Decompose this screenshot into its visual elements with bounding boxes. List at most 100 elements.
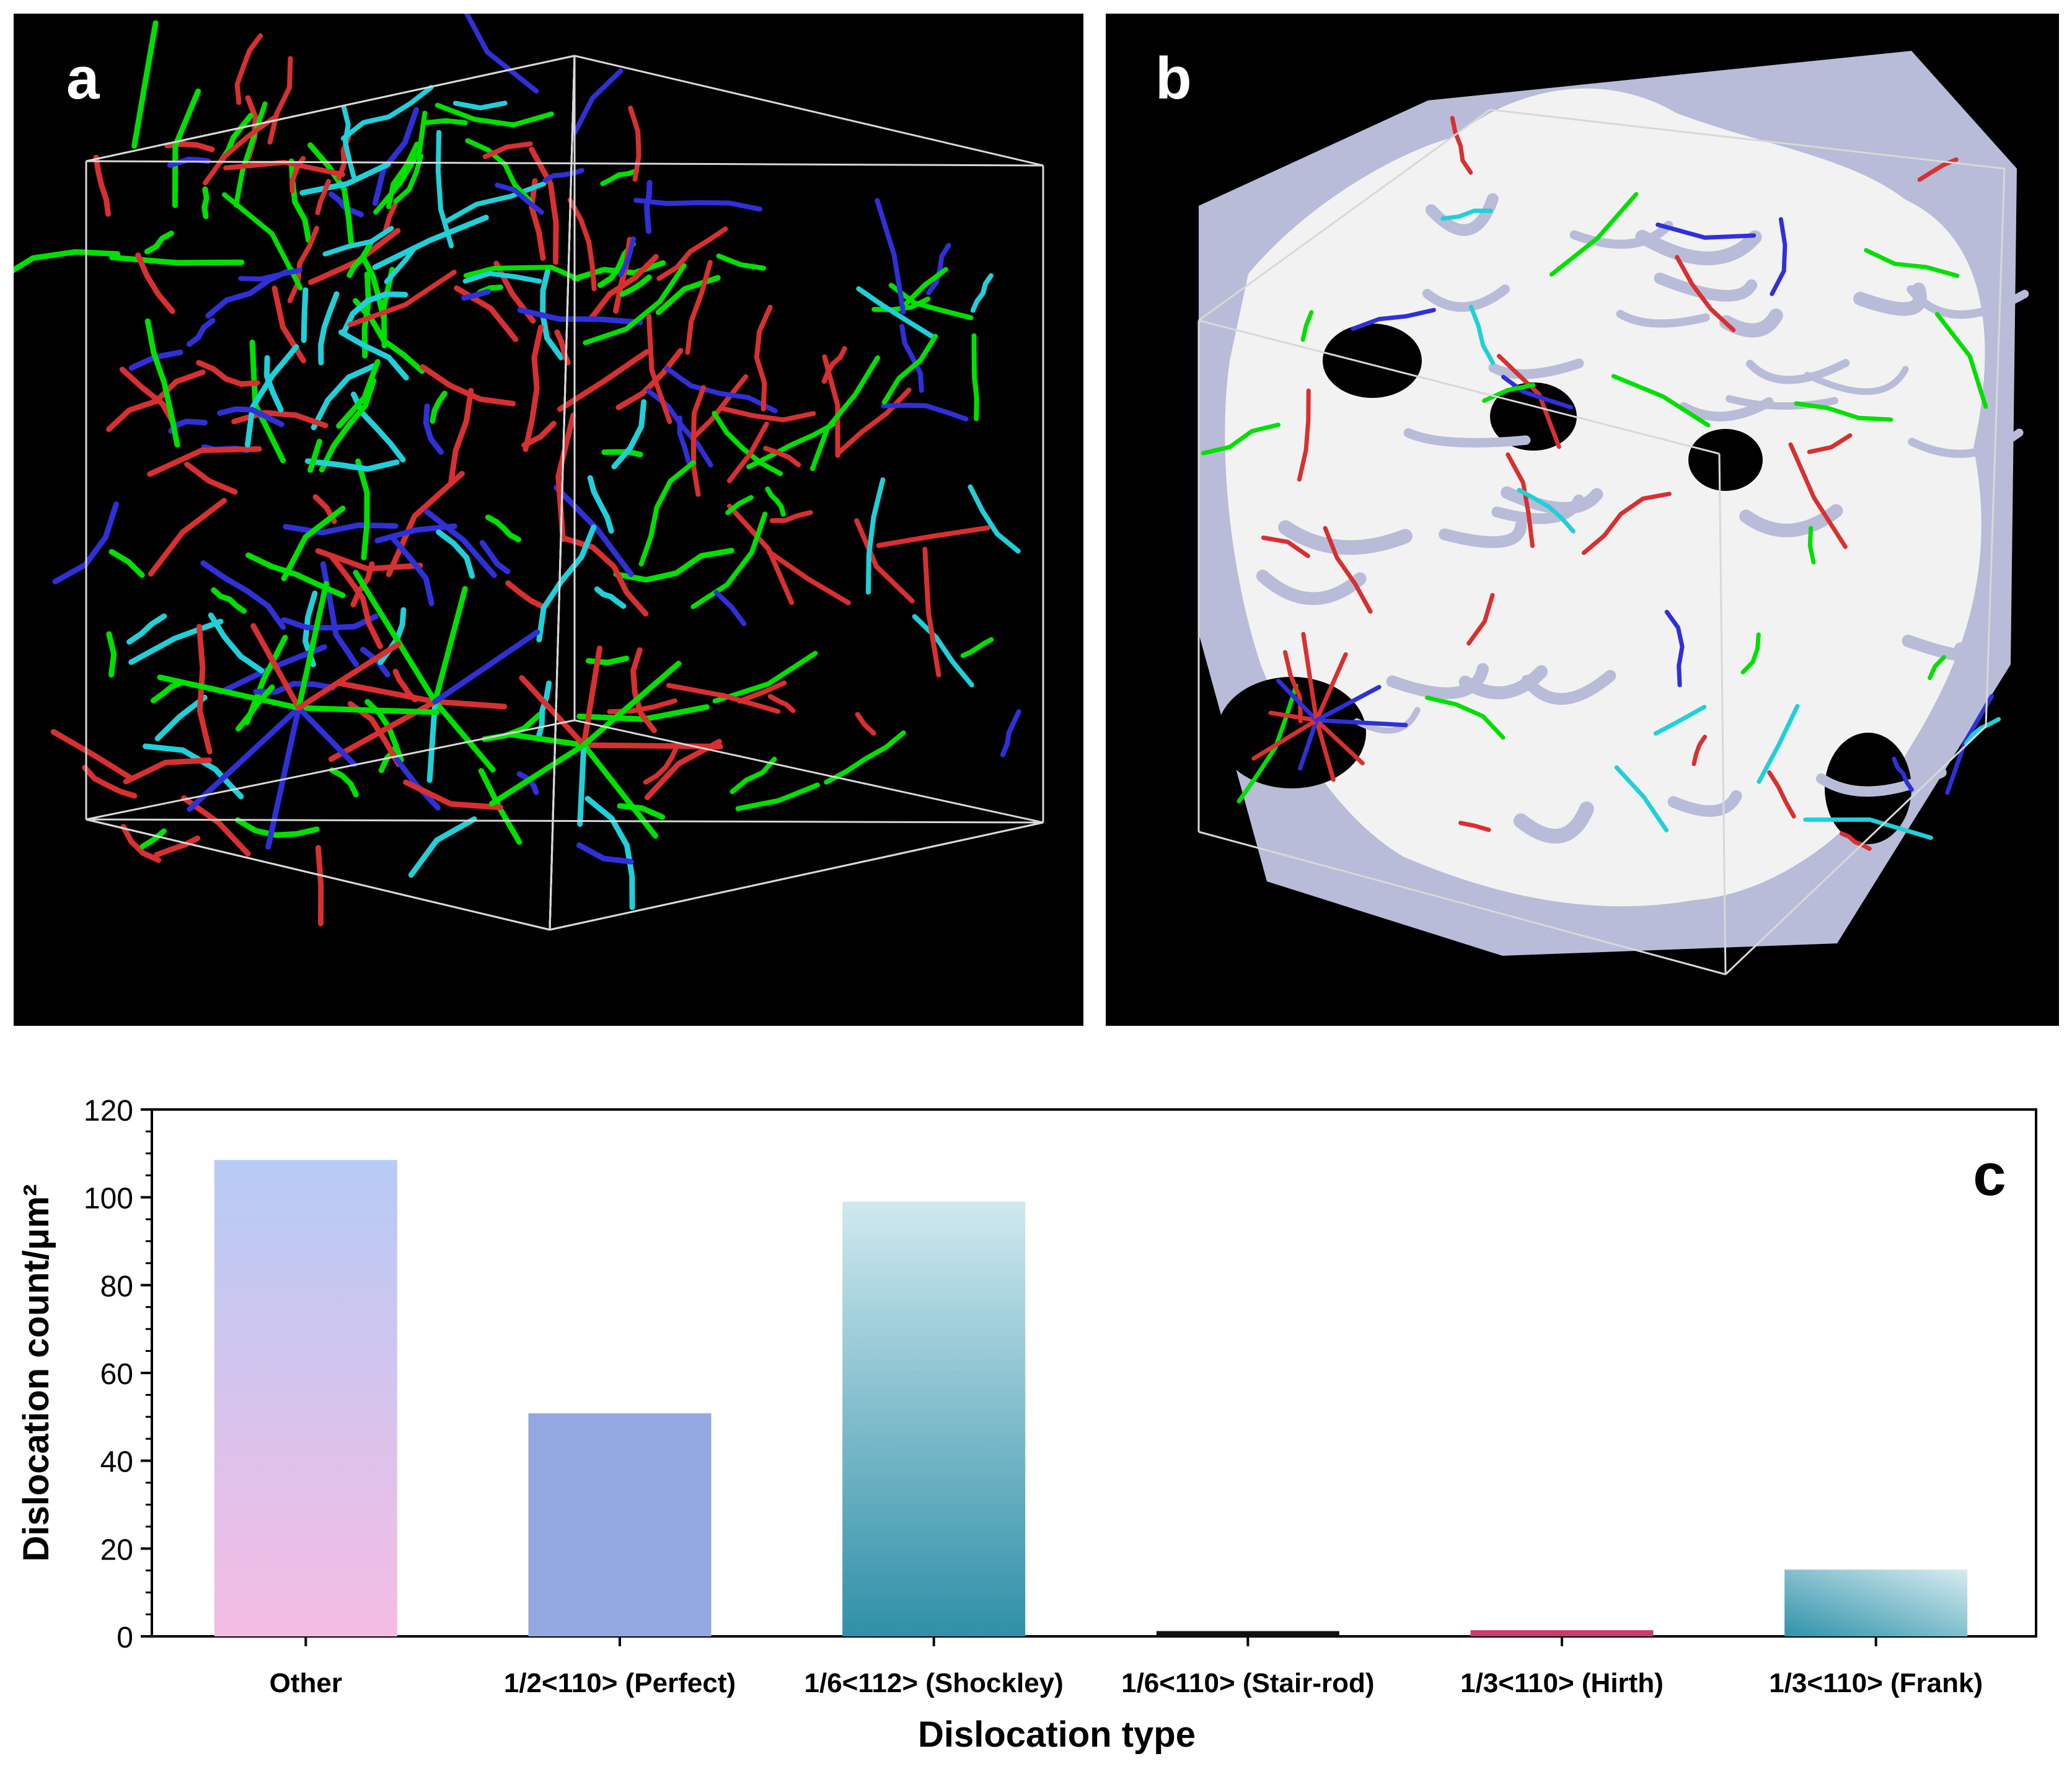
- junction-arm: [506, 731, 587, 748]
- dislocation-line: [172, 88, 201, 208]
- dislocation-line: [1928, 655, 1946, 681]
- surface-ridge: [1439, 519, 1527, 549]
- box-edge: [1718, 453, 1727, 975]
- dislocation-line: [373, 110, 428, 215]
- dislocation-line: [655, 275, 721, 315]
- dislocation-line: [926, 242, 951, 296]
- dislocation-line: [307, 438, 322, 473]
- dislocation-line: [430, 390, 447, 424]
- surface-mesh-render: [1197, 51, 2029, 976]
- dislocation-line: [201, 186, 209, 219]
- dislocation-line: [50, 729, 134, 782]
- dislocation-line: [615, 348, 684, 410]
- junction-arm: [1268, 710, 1319, 723]
- junction-arm: [1301, 632, 1319, 723]
- dislocation-line: [536, 524, 597, 643]
- dislocation-line: [617, 803, 666, 820]
- dislocation-line: [572, 68, 624, 136]
- bar-0: [214, 1160, 397, 1636]
- surface-ridge: [1513, 801, 1594, 844]
- dislocation-line: [340, 85, 434, 141]
- dislocation-line: [1935, 312, 1988, 409]
- dislocation-line: [154, 836, 201, 858]
- junction-arm: [296, 581, 329, 711]
- dislocation-line: [1892, 756, 1914, 792]
- dislocation-line: [82, 764, 138, 799]
- dislocation-line: [267, 56, 293, 145]
- dislocation-line: [529, 178, 546, 261]
- dislocation-line: [322, 226, 394, 257]
- dislocation-line: [318, 291, 340, 366]
- dislocation-line: [854, 518, 915, 604]
- surface-ridge: [1488, 358, 1584, 379]
- dislocation-line: [336, 359, 381, 429]
- dislocation-line: [482, 141, 533, 159]
- dislocation-line: [960, 637, 994, 658]
- dislocation-line: [144, 318, 180, 448]
- box-edge: [549, 55, 576, 930]
- dislocation-line: [666, 682, 781, 714]
- junction-arm: [250, 623, 302, 711]
- dislocation-line: [301, 287, 309, 343]
- dislocation-line: [587, 475, 614, 534]
- dislocation-line: [386, 141, 420, 210]
- box-edge: [86, 818, 1044, 824]
- dislocation-line: [824, 730, 906, 785]
- dislocation-line: [200, 560, 286, 630]
- dislocation-line: [329, 554, 383, 650]
- dislocation-line: [553, 485, 634, 578]
- junction-arm: [581, 742, 658, 839]
- dislocation-line: [746, 421, 837, 470]
- junction-arm: [1314, 718, 1336, 782]
- junction-arm: [296, 705, 440, 715]
- dislocation-line: [453, 100, 508, 110]
- dislocation-line: [1497, 353, 1561, 449]
- dislocation-line: [1611, 374, 1711, 428]
- dislocation-line: [1839, 831, 1872, 851]
- junction-arm: [265, 705, 302, 850]
- dislocation-line: [644, 180, 653, 234]
- dislocation-line: [245, 344, 299, 448]
- dislocation-line: [904, 267, 948, 306]
- y-axis-ticks: 0 20 40 60 80 100 120: [84, 1095, 152, 1654]
- dislocation-line: [505, 580, 547, 611]
- dislocation-line: [236, 684, 275, 732]
- dislocation-line: [643, 743, 680, 785]
- dislocation-line: [835, 387, 912, 456]
- dislocation-line: [646, 313, 672, 425]
- surface-ridge: [1908, 428, 2024, 458]
- dislocation-line: [131, 20, 159, 149]
- x-tick-label: 1/6<110> (Stair-rod): [1121, 1668, 1374, 1698]
- junction-arm: [432, 629, 540, 705]
- box-edge: [1198, 319, 1720, 455]
- dislocation-line: [383, 202, 398, 233]
- dislocation-line: [600, 168, 640, 187]
- dislocation-line: [147, 446, 262, 477]
- dislocation-line: [264, 355, 284, 413]
- junction-arm: [337, 680, 438, 705]
- dislocation-line: [613, 547, 734, 583]
- dislocation-line: [664, 366, 778, 413]
- dislocation-line: [726, 421, 769, 483]
- dislocation-line: [360, 255, 387, 320]
- dislocation-line: [855, 712, 876, 736]
- dislocation-line: [1614, 765, 1669, 832]
- dislocation-line: [196, 360, 260, 387]
- dislocation-line: [1675, 255, 1736, 332]
- dislocation-line: [630, 647, 657, 733]
- dislocation-line: [875, 198, 906, 315]
- dislocation-line: [727, 503, 795, 606]
- dislocation-line: [712, 410, 783, 477]
- panel-b-surface-mesh: b: [1106, 14, 2059, 1026]
- dislocation-line: [767, 694, 796, 713]
- dislocation-line: [1803, 817, 1933, 840]
- dislocation-line: [1466, 593, 1495, 646]
- surface-ridge: [1403, 428, 1531, 448]
- dislocation-line: [281, 613, 379, 631]
- dislocation-line: [1440, 208, 1493, 221]
- surface-ridge: [1907, 285, 2029, 319]
- surface-ridge: [1667, 790, 1742, 817]
- dislocation-line: [1300, 310, 1314, 342]
- dislocation-line: [737, 680, 787, 704]
- dislocation-line: [341, 105, 356, 179]
